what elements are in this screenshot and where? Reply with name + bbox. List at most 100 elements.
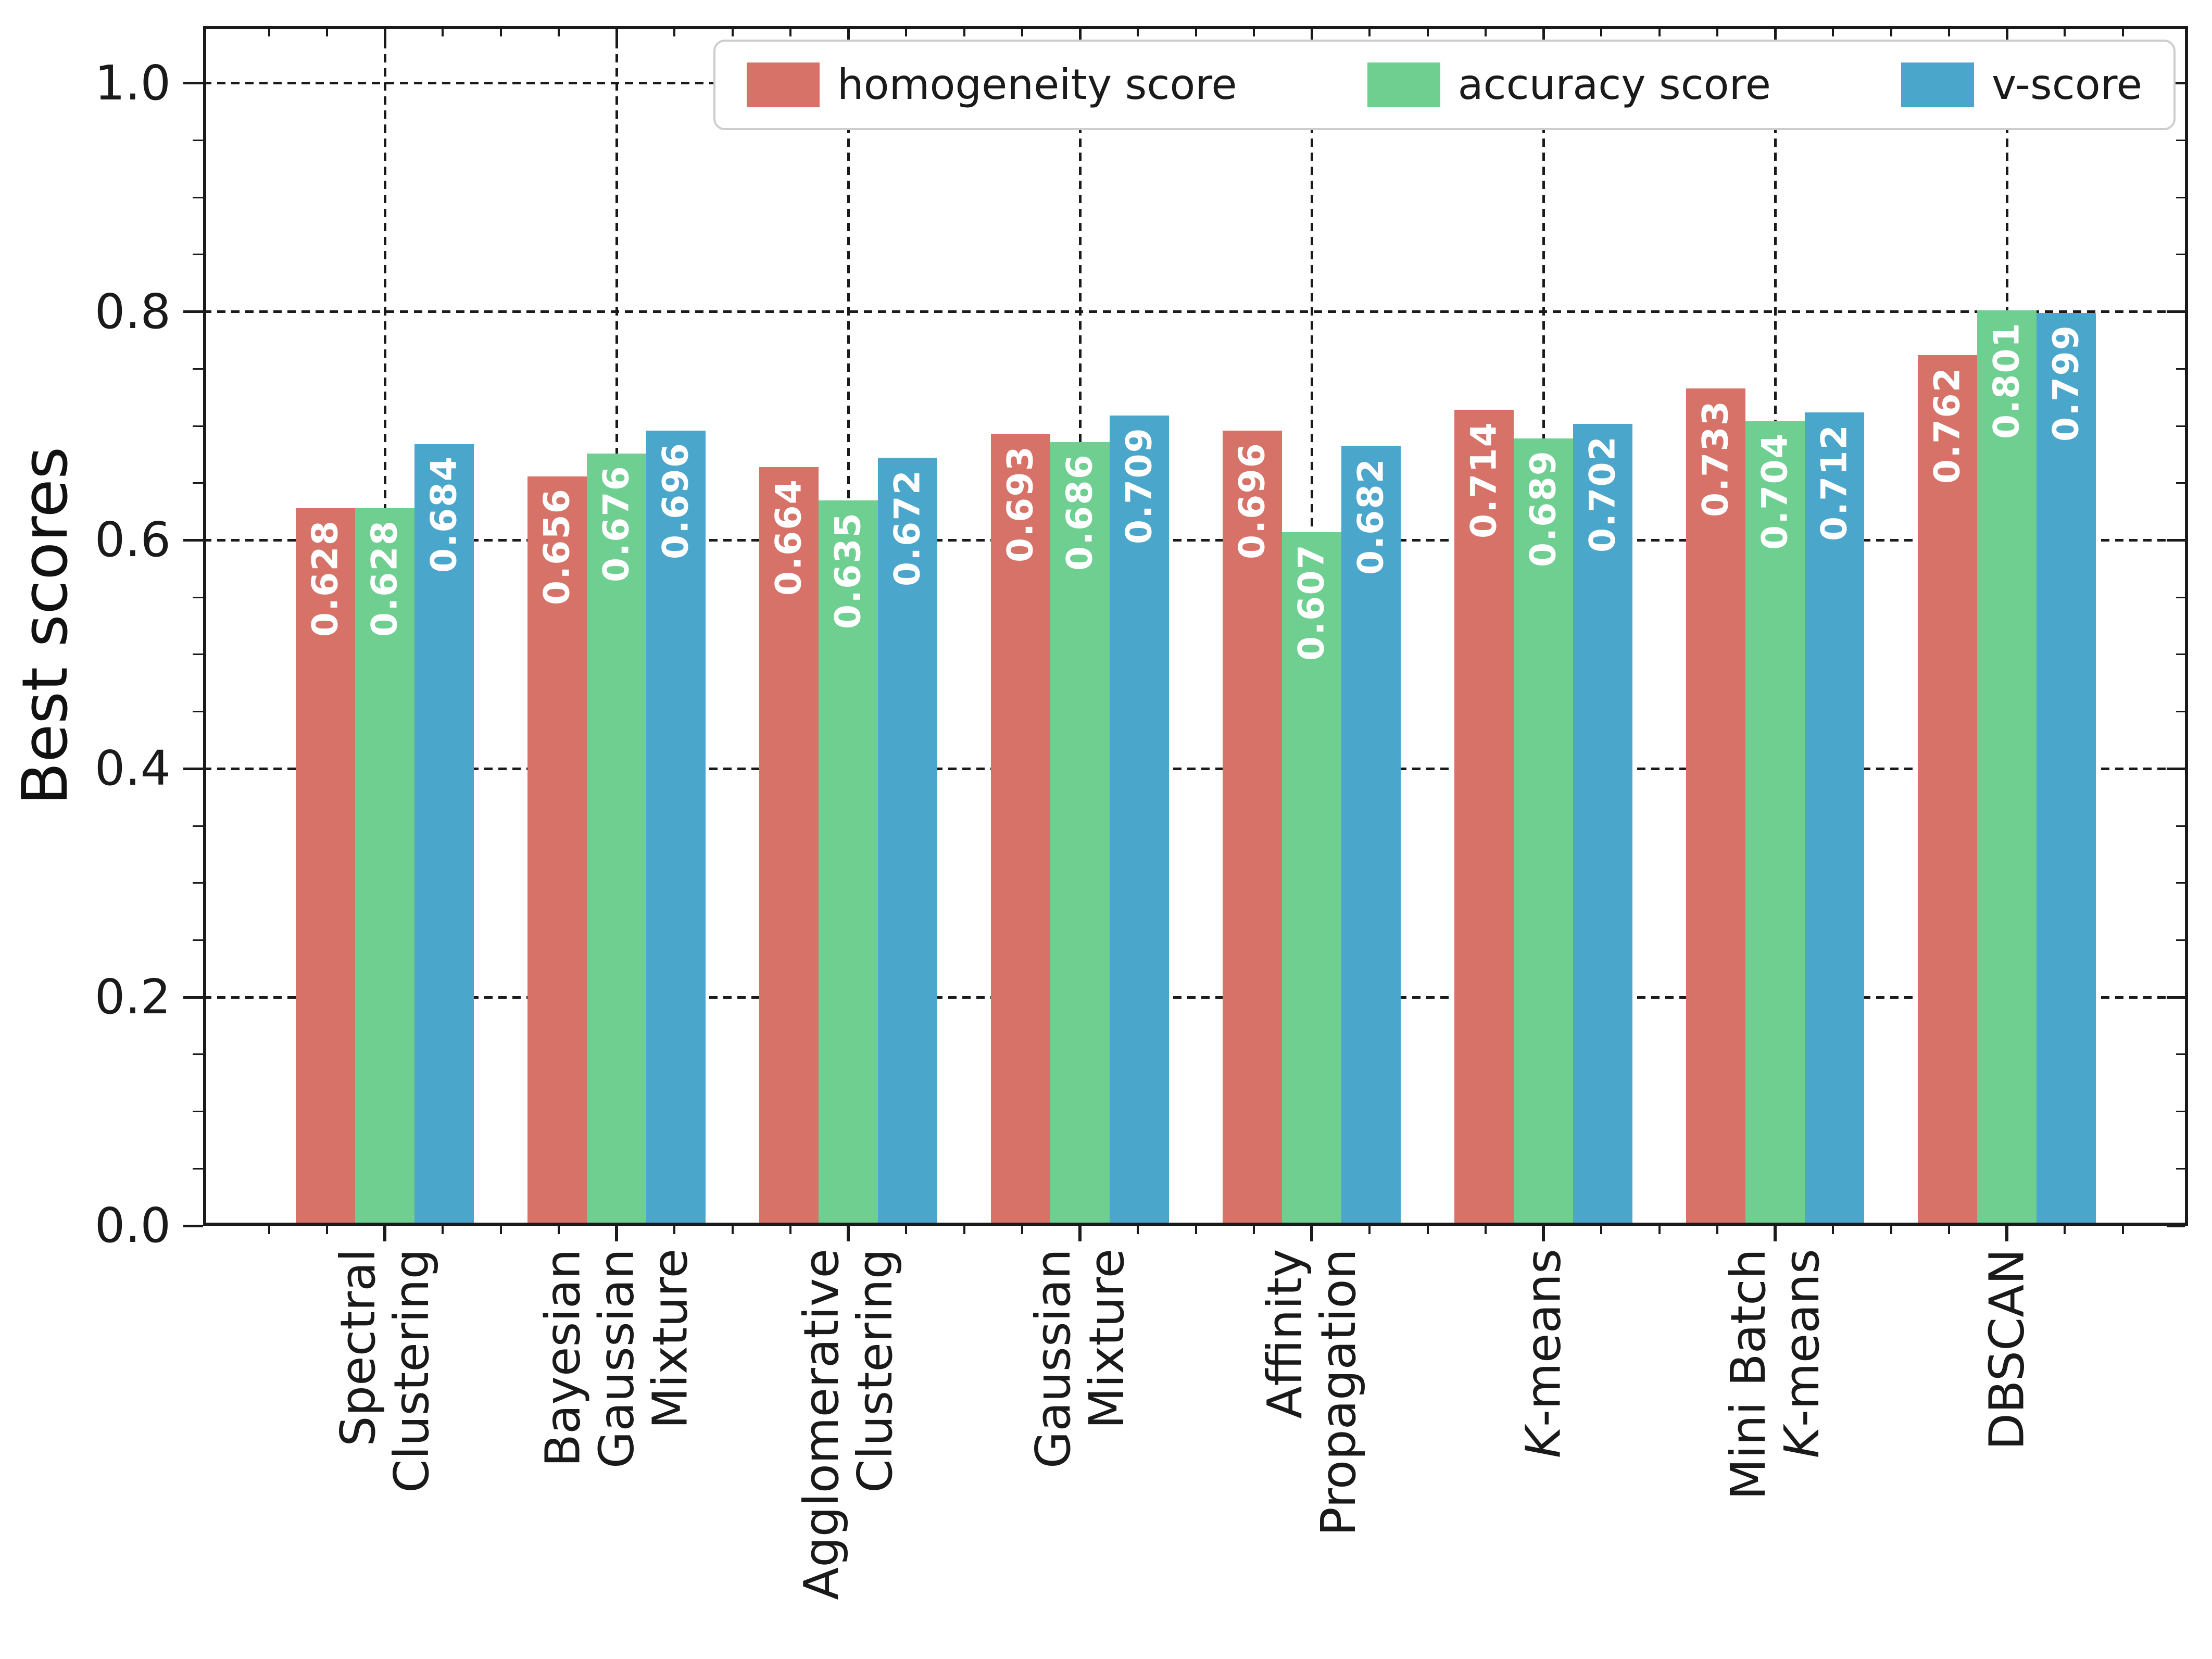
x-tick-label-Spectral-Clustering: Spectral Clustering <box>330 1249 439 1493</box>
x-major-tick <box>847 1226 850 1241</box>
x-minor-tick-top <box>268 29 270 36</box>
y-minor-tick <box>193 1167 203 1170</box>
x-minor-tick <box>789 1226 791 1234</box>
x-minor-tick-top <box>2121 29 2124 36</box>
x-minor-tick-top <box>557 29 560 36</box>
bar-accuracy-score-Agglomerative-Clustering: 0.635 <box>819 500 878 1226</box>
y-minor-tick-right <box>2176 939 2186 941</box>
x-major-tick <box>383 1226 386 1241</box>
y-minor-tick <box>193 653 203 656</box>
x-minor-tick-top <box>1252 29 1255 36</box>
y-minor-tick-right <box>2176 1167 2186 1170</box>
y-minor-tick-right <box>2176 368 2186 370</box>
x-major-tick <box>615 1226 618 1241</box>
bar-v-score-Affinity-Propagation: 0.682 <box>1341 446 1401 1226</box>
x-minor-tick-top <box>673 29 676 36</box>
x-minor-tick <box>1252 1226 1255 1234</box>
x-major-tick-top <box>615 29 618 43</box>
bar-value-label: 0.628 <box>364 519 406 637</box>
legend-swatch-homogeneity <box>746 62 820 107</box>
bar-homogeneity-score-Agglomerative-Clustering: 0.664 <box>759 467 819 1226</box>
x-minor-tick <box>557 1226 560 1234</box>
bar-homogeneity-score-Gaussian-Mixture: 0.693 <box>991 434 1050 1226</box>
y-major-tick <box>183 82 203 85</box>
x-minor-tick <box>1021 1226 1023 1234</box>
x-minor-tick-top <box>1600 29 1603 36</box>
x-major-tick-top <box>383 29 386 43</box>
x-tick-label-Affinity-Propagation: Affinity Propagation <box>1256 1249 1366 1536</box>
x-minor-tick-top <box>905 29 908 36</box>
bar-value-label: 0.682 <box>1350 458 1392 575</box>
x-major-tick <box>1310 1226 1313 1241</box>
bar-value-label: 0.684 <box>423 456 465 573</box>
y-minor-tick <box>193 825 203 827</box>
legend-item-accuracy: accuracy score <box>1367 62 1771 107</box>
x-minor-tick <box>2121 1226 2124 1234</box>
bar-value-label: 0.676 <box>596 464 637 582</box>
bar-value-label: 0.686 <box>1059 453 1101 571</box>
x-minor-tick-top <box>1890 29 1892 36</box>
y-minor-tick <box>193 425 203 427</box>
bar-value-label: 0.799 <box>2045 324 2087 442</box>
bar-v-score-Agglomerative-Clustering: 0.672 <box>878 458 937 1226</box>
x-minor-tick-top <box>1716 29 1718 36</box>
legend: homogeneity score accuracy score v-score <box>713 40 2176 130</box>
bar-v-score-Spectral-Clustering: 0.684 <box>414 444 474 1226</box>
x-minor-tick-top <box>1368 29 1371 36</box>
y-minor-tick <box>193 711 203 713</box>
bar-homogeneity-score-Spectral-Clustering: 0.628 <box>296 508 355 1226</box>
x-tick-label-K-means: K-means <box>1515 1249 1572 1459</box>
y-minor-tick <box>193 196 203 198</box>
x-minor-tick-top <box>499 29 502 36</box>
x-minor-tick <box>731 1226 734 1234</box>
x-minor-tick-top <box>2064 29 2066 36</box>
x-minor-tick <box>325 1226 328 1234</box>
bar-value-label: 0.693 <box>1000 445 1041 563</box>
y-minor-tick-right <box>2176 425 2186 427</box>
bar-value-label: 0.714 <box>1463 421 1505 539</box>
x-minor-tick <box>1832 1226 1834 1234</box>
y-major-tick <box>183 767 203 770</box>
y-major-tick <box>183 996 203 999</box>
y-major-tick-right <box>2167 82 2185 85</box>
x-minor-tick <box>499 1226 502 1234</box>
x-minor-tick-top <box>1021 29 1023 36</box>
x-tick-label-Agglomerative-Clustering: Agglomerative Clustering <box>793 1249 903 1600</box>
bar-value-label: 0.607 <box>1291 544 1333 661</box>
bar-value-label: 0.672 <box>887 469 928 587</box>
y-minor-tick-right <box>2176 653 2186 656</box>
y-major-tick <box>183 538 203 542</box>
x-tick-label-DBSCAN: DBSCAN <box>1979 1249 2035 1450</box>
x-minor-tick <box>1600 1226 1603 1234</box>
bar-v-score-Bayesian-Gaussian-Mixture: 0.696 <box>646 430 706 1226</box>
x-minor-tick <box>442 1226 444 1234</box>
y-major-tick-right <box>2167 538 2185 542</box>
bar-accuracy-score-Affinity-Propagation: 0.607 <box>1282 532 1341 1226</box>
y-minor-tick <box>193 939 203 941</box>
x-major-tick-top <box>1774 29 1777 43</box>
x-minor-tick <box>1658 1226 1661 1234</box>
y-gridline <box>203 767 2188 770</box>
y-minor-tick <box>193 482 203 484</box>
bar-value-label: 0.628 <box>305 519 346 637</box>
y-minor-tick <box>193 596 203 598</box>
bar-value-label: 0.801 <box>1986 322 2028 439</box>
x-minor-tick-top <box>1195 29 1197 36</box>
y-minor-tick <box>193 1111 203 1113</box>
x-major-tick <box>2005 1226 2008 1241</box>
x-major-tick <box>1774 1226 1777 1241</box>
bar-homogeneity-score-Affinity-Propagation: 0.696 <box>1223 430 1282 1226</box>
bar-homogeneity-score-Mini-Batch-K-means: 0.733 <box>1686 388 1745 1226</box>
x-major-tick-top <box>1542 29 1545 43</box>
x-major-tick-top <box>847 29 850 43</box>
x-minor-tick <box>1716 1226 1718 1234</box>
bar-accuracy-score-K-means: 0.689 <box>1514 438 1573 1226</box>
x-major-tick-top <box>2005 29 2008 43</box>
legend-swatch-accuracy <box>1367 62 1440 107</box>
y-minor-tick-right <box>2176 711 2186 713</box>
x-minor-tick-top <box>442 29 444 36</box>
bar-homogeneity-score-Bayesian-Gaussian-Mixture: 0.656 <box>527 476 587 1226</box>
x-minor-tick <box>905 1226 908 1234</box>
bar-v-score-Gaussian-Mixture: 0.709 <box>1110 416 1169 1226</box>
y-major-tick-right <box>2167 1224 2185 1227</box>
